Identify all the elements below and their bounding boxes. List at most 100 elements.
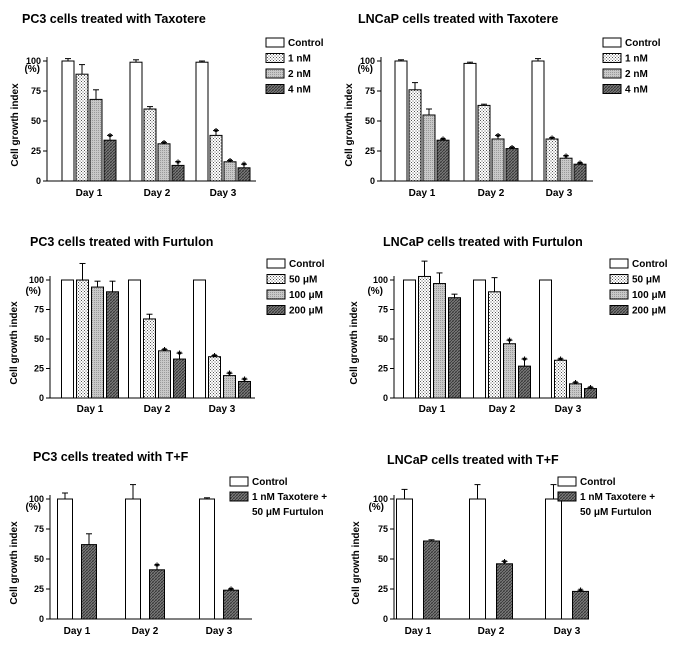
legend-label: 50 μM Furtulon (580, 507, 652, 518)
y-tick-label: 50 (34, 554, 44, 564)
legend-swatch (602, 53, 622, 63)
significance-star: * (162, 139, 167, 151)
legend-swatch (557, 476, 577, 487)
legend-swatch (265, 37, 285, 48)
x-tick-label: Day 1 (76, 188, 103, 199)
x-tick-label: Day 2 (144, 404, 171, 415)
significance-star: * (502, 557, 507, 569)
x-tick-label: Day 2 (478, 188, 505, 199)
y-tick-label: 100 (29, 275, 44, 285)
significance-star: * (228, 157, 233, 169)
bar (545, 498, 562, 620)
bar (89, 98, 103, 182)
significance-star: * (507, 336, 512, 348)
significance-star: * (242, 160, 247, 172)
x-tick-label: Day 3 (210, 188, 237, 199)
bar (531, 60, 545, 182)
legend-swatch (609, 274, 629, 284)
y-tick-label: 0 (39, 614, 44, 624)
legend-swatch (609, 305, 629, 315)
significance-star: * (496, 131, 501, 143)
legend-label: Control (289, 259, 325, 270)
y-axis-label: Cell growth index (9, 301, 20, 385)
bar (143, 318, 156, 399)
y-axis-unit-label: (%) (25, 502, 41, 513)
legend: Control 50 μM 100 μM 200 μM (609, 258, 668, 317)
y-tick-label: 25 (34, 584, 44, 594)
y-axis-label: Cell growth index (344, 83, 355, 167)
legend-swatch (266, 289, 286, 300)
y-tick-label: 75 (378, 524, 388, 534)
chart-panel-5: PC3 cells treated with T+F 0 25 50 75 100 Cell… (9, 450, 327, 637)
significance-star: * (550, 134, 555, 146)
bar (75, 73, 89, 182)
y-axis-unit-label: (%) (368, 502, 384, 513)
y-tick-label: 50 (31, 116, 41, 126)
legend-swatch (602, 37, 622, 48)
legend-label: 1 nM (625, 54, 648, 65)
bar (195, 61, 209, 182)
bar (128, 279, 141, 399)
significance-star: * (108, 131, 113, 143)
significance-star: * (510, 143, 515, 155)
bar (209, 134, 223, 182)
y-tick-label: 100 (360, 56, 375, 66)
legend: Control 1 nM 2 nM 4 nM (265, 37, 324, 96)
y-tick-label: 0 (36, 176, 41, 186)
legend-swatch (265, 68, 285, 79)
y-tick-label: 0 (39, 393, 44, 403)
x-tick-label: Day 3 (555, 404, 582, 415)
chart-panel-3: PC3 cells treated with Furtulon 0 25 50 75 10… (9, 235, 325, 415)
bar (403, 279, 416, 399)
chart-title: LNCaP cells treated with Furtulon (383, 235, 583, 249)
legend-label: 4 nM (625, 85, 648, 96)
x-tick-label: Day 3 (209, 404, 236, 415)
bar (488, 291, 501, 399)
legend-label: 2 nM (288, 69, 311, 80)
bar (491, 138, 505, 182)
significance-star: * (212, 352, 217, 364)
significance-star: * (155, 561, 160, 573)
bar (173, 358, 186, 399)
y-axis-unit-label: (%) (367, 286, 383, 297)
y-tick-label: 75 (31, 86, 41, 96)
legend-swatch (266, 258, 286, 269)
bar (103, 139, 117, 182)
chart-panel-4: LNCaP cells treated with Furtulon 0 25 50 75… (349, 235, 668, 415)
chart-title: LNCaP cells treated with Taxotere (358, 12, 558, 26)
y-tick-label: 75 (378, 305, 388, 315)
bar (81, 544, 97, 620)
legend-swatch (609, 258, 629, 269)
y-tick-label: 25 (34, 364, 44, 374)
significance-star: * (573, 379, 578, 391)
bar (57, 498, 73, 620)
chart-title: PC3 cells treated with Taxotere (22, 12, 206, 26)
y-tick-label: 50 (34, 334, 44, 344)
x-tick-label: Day 2 (144, 188, 171, 199)
x-tick-label: Day 3 (554, 626, 581, 637)
y-axis-unit-label: (%) (25, 286, 41, 297)
y-axis-label: Cell growth index (9, 521, 20, 605)
legend-label: Control (625, 38, 661, 49)
bar (539, 279, 552, 399)
bar (408, 89, 422, 182)
legend-label: 50 μM (289, 275, 317, 286)
bar (469, 498, 486, 620)
bar (199, 498, 215, 620)
bar (76, 279, 89, 399)
bar (106, 291, 119, 399)
bar (473, 279, 486, 399)
bar (143, 108, 157, 182)
significance-star: * (564, 152, 569, 164)
bar (448, 297, 461, 399)
significance-star: * (558, 355, 563, 367)
legend: Control 50 μM 100 μM 200 μM (266, 258, 325, 317)
x-tick-label: Day 2 (478, 626, 505, 637)
legend-label: 1 nM Taxotere + (580, 492, 655, 503)
significance-star: * (177, 349, 182, 361)
x-tick-label: Day 2 (132, 626, 159, 637)
x-tick-label: Day 3 (206, 626, 233, 637)
bar (423, 540, 440, 620)
y-axis-label: Cell growth index (10, 83, 21, 167)
y-tick-label: 75 (365, 86, 375, 96)
